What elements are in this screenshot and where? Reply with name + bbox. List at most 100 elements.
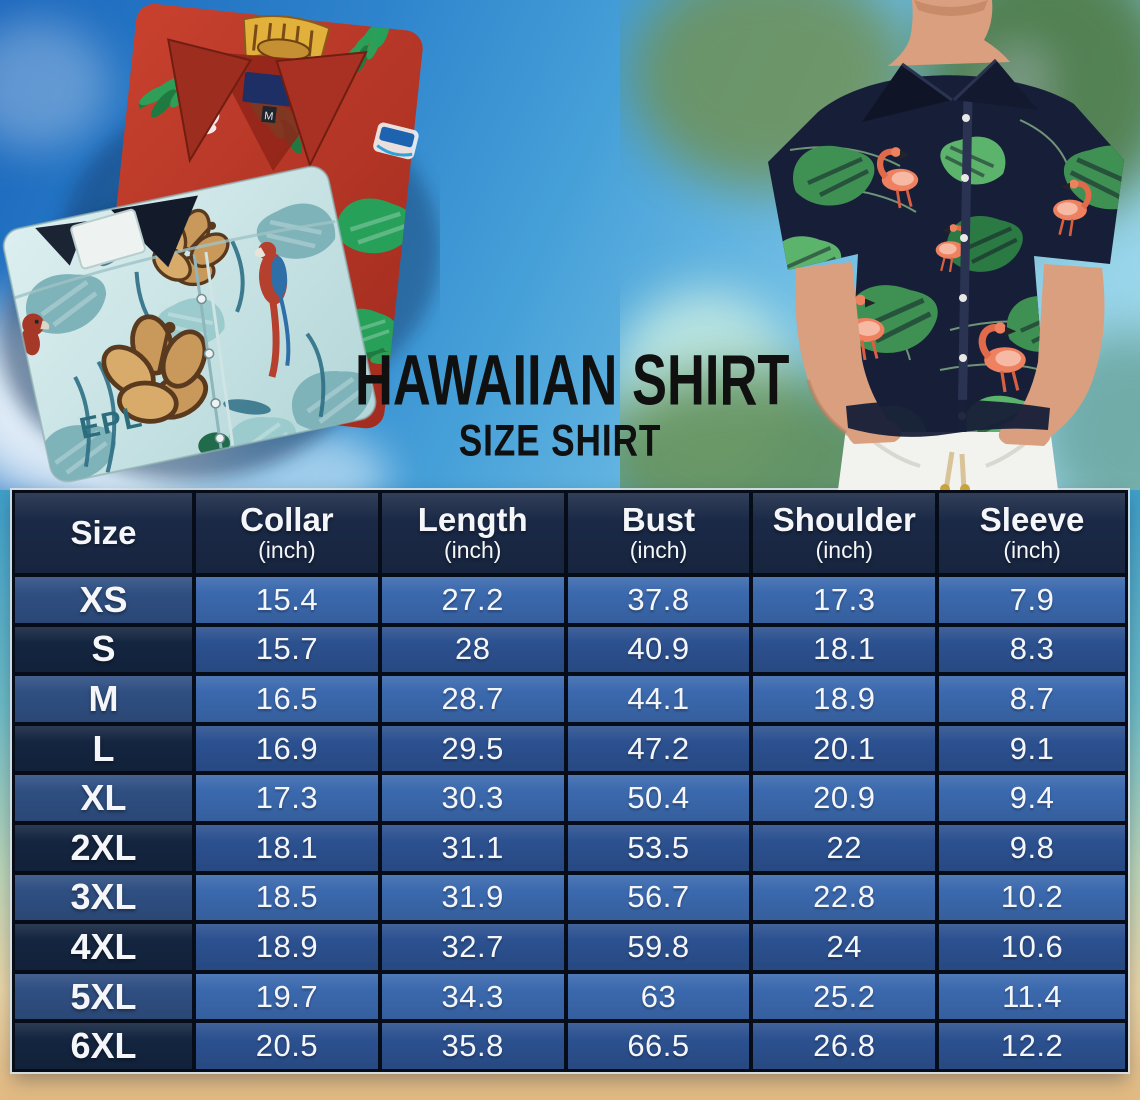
measurement-value: 26.8 <box>813 1028 876 1064</box>
measurement-value: 18.1 <box>813 631 876 667</box>
measurement-value: 9.4 <box>1009 780 1055 816</box>
measurement-value: 16.5 <box>255 680 319 716</box>
length-cell: 28 <box>381 622 568 673</box>
column-unit: (inch) <box>443 536 502 563</box>
size-cell: 4XL <box>15 920 196 970</box>
bust-cell: 50.4 <box>567 771 754 821</box>
size-label: M <box>88 677 119 719</box>
measurement-value: 29.5 <box>441 730 504 766</box>
size-label: 2XL <box>70 826 137 868</box>
measurement-value: 8.3 <box>1009 631 1055 667</box>
table-row-4xl: 4XL 18.9 32.7 59.8 24 10.6 <box>15 920 1125 970</box>
bust-cell: 44.1 <box>567 672 754 722</box>
column-header-collar: Collar (inch) <box>196 493 382 573</box>
size-label: 4XL <box>70 925 137 967</box>
bust-cell: 63 <box>567 969 754 1020</box>
column-header-bust: Bust (inch) <box>567 493 754 573</box>
measurement-value: 34.3 <box>441 978 504 1014</box>
collar-cell: 20.5 <box>196 1019 382 1069</box>
column-label: Collar <box>240 501 334 539</box>
measurement-value: 32.7 <box>441 928 504 964</box>
collar-cell: 16.9 <box>196 721 382 772</box>
measurement-value: 10.2 <box>1000 879 1064 915</box>
collar-cell: 19.7 <box>196 969 382 1020</box>
column-label: Shoulder <box>772 501 916 539</box>
measurement-value: 35.8 <box>441 1028 504 1064</box>
measurement-value: 19.7 <box>255 978 319 1014</box>
shoulder-cell: 22.8 <box>753 870 940 921</box>
measurement-value: 28 <box>454 631 491 667</box>
sleeve-cell: 8.3 <box>939 622 1125 673</box>
measurement-value: 16.9 <box>255 730 319 766</box>
measurement-value: 31.9 <box>441 879 504 915</box>
size-cell: 6XL <box>15 1019 196 1069</box>
measurement-value: 31.1 <box>441 829 504 865</box>
table-row-6xl: 6XL 20.5 35.8 66.5 26.8 12.2 <box>15 1019 1125 1069</box>
column-header-size: Size <box>15 493 196 573</box>
size-cell: 2XL <box>15 820 196 871</box>
length-cell: 31.1 <box>381 820 568 871</box>
size-label: XS <box>79 578 128 620</box>
measurement-value: 50.4 <box>627 780 690 816</box>
shoulder-cell: 17.3 <box>753 573 940 623</box>
bust-cell: 37.8 <box>567 573 754 623</box>
table-row-l: L 16.9 29.5 47.2 20.1 9.1 <box>15 721 1125 772</box>
sleeve-cell: 10.6 <box>939 920 1125 970</box>
length-cell: 28.7 <box>381 672 568 722</box>
red-shirt-size-label: M <box>264 110 274 123</box>
size-label: 6XL <box>70 1025 137 1067</box>
length-cell: 29.5 <box>381 721 568 772</box>
column-label: Length <box>417 501 528 539</box>
poster-title: HAWAIIAN SHIRT <box>355 339 790 421</box>
sleeve-cell: 7.9 <box>939 573 1125 623</box>
column-label: Size <box>70 513 137 551</box>
measurement-value: 20.5 <box>255 1028 319 1064</box>
size-cell: 3XL <box>15 870 196 921</box>
size-cell: L <box>15 721 196 772</box>
length-cell: 32.7 <box>381 920 568 970</box>
bust-cell: 40.9 <box>567 622 754 673</box>
size-cell: XL <box>15 771 196 821</box>
measurement-value: 30.3 <box>441 780 504 816</box>
collar-cell: 16.5 <box>196 672 382 722</box>
table-row-xl: XL 17.3 30.3 50.4 20.9 9.4 <box>15 771 1125 821</box>
column-label: Bust <box>621 501 696 539</box>
model-photo <box>768 0 1124 490</box>
measurement-value: 24 <box>826 928 863 964</box>
sleeve-cell: 10.2 <box>939 870 1125 921</box>
shoulder-cell: 20.9 <box>753 771 940 821</box>
column-header-length: Length (inch) <box>381 493 568 573</box>
length-cell: 35.8 <box>381 1019 568 1069</box>
bust-cell: 66.5 <box>567 1019 754 1069</box>
column-unit: (inch) <box>629 536 688 563</box>
measurement-value: 15.7 <box>255 631 319 667</box>
table-row-2xl: 2XL 18.1 31.1 53.5 22 9.8 <box>15 820 1125 871</box>
collar-cell: 18.9 <box>196 920 382 970</box>
measurement-value: 20.1 <box>813 730 876 766</box>
measurement-value: 28.7 <box>441 680 504 716</box>
measurement-value: 37.8 <box>627 581 690 617</box>
measurement-value: 12.2 <box>1000 1028 1064 1064</box>
measurement-value: 18.5 <box>255 879 319 915</box>
table-header-row: Size Collar (inch) Length (inch) Bust (inch) Sh… <box>15 493 1125 573</box>
collar-cell: 18.1 <box>196 820 382 871</box>
shoulder-cell: 20.1 <box>753 721 940 772</box>
size-cell: M <box>15 672 196 722</box>
table-row-xs: XS 15.4 27.2 37.8 17.3 7.9 <box>15 573 1125 623</box>
size-cell: 5XL <box>15 969 196 1020</box>
size-label: L <box>92 727 115 769</box>
measurement-value: 20.9 <box>813 780 876 816</box>
hero-banner: M <box>0 0 1140 490</box>
measurement-value: 7.9 <box>1009 581 1055 617</box>
measurement-value: 25.2 <box>813 978 876 1014</box>
collar-cell: 15.4 <box>196 573 382 623</box>
sleeve-cell: 11.4 <box>939 969 1125 1020</box>
measurement-value: 18.1 <box>255 829 319 865</box>
measurement-value: 17.3 <box>255 780 319 816</box>
shoulder-cell: 18.9 <box>753 672 940 722</box>
measurement-value: 11.4 <box>1002 978 1063 1014</box>
measurement-value: 18.9 <box>255 928 319 964</box>
measurement-value: 9.8 <box>1009 829 1055 865</box>
size-cell: S <box>15 622 196 673</box>
measurement-value: 8.7 <box>1009 680 1055 716</box>
